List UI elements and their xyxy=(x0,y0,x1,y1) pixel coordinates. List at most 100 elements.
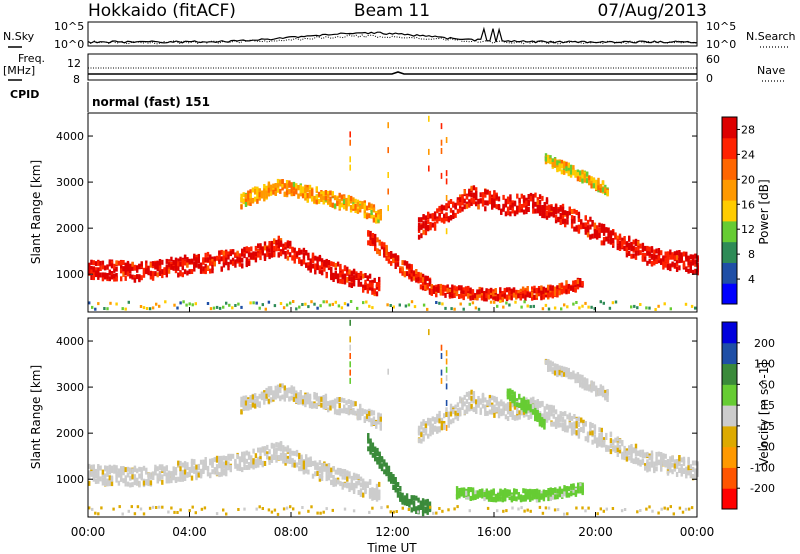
data-cell xyxy=(113,276,116,282)
data-cell xyxy=(459,396,462,402)
data-cell xyxy=(325,476,328,482)
data-cell xyxy=(472,406,476,412)
data-cell xyxy=(515,402,519,408)
data-cell xyxy=(653,260,656,266)
data-cell xyxy=(440,148,443,154)
data-cell xyxy=(633,304,636,308)
data-cell xyxy=(680,457,683,463)
data-cell xyxy=(451,290,454,296)
data-cell xyxy=(372,207,376,213)
data-cell xyxy=(581,281,584,286)
data-cell xyxy=(644,463,647,469)
data-cell xyxy=(133,512,137,516)
data-cell xyxy=(581,482,584,488)
data-cell xyxy=(272,183,275,189)
data-cell xyxy=(600,223,603,229)
data-cell xyxy=(496,509,499,513)
data-cell xyxy=(429,418,432,424)
data-cell xyxy=(560,282,564,288)
data-cell xyxy=(349,399,353,405)
data-cell xyxy=(538,418,542,424)
data-cell xyxy=(179,301,182,305)
data-cell xyxy=(433,419,437,424)
data-cell xyxy=(509,410,512,416)
data-cell xyxy=(655,254,658,260)
data-cell xyxy=(616,238,619,244)
data-cell xyxy=(598,436,601,442)
data-cell xyxy=(516,412,519,418)
data-cell xyxy=(464,291,468,297)
data-cell xyxy=(455,494,459,500)
data-cell xyxy=(440,353,443,359)
data-cell xyxy=(476,289,479,295)
data-cell xyxy=(567,162,570,168)
data-cell xyxy=(511,389,514,395)
data-cell xyxy=(576,172,580,178)
data-cell xyxy=(561,203,565,209)
data-cell xyxy=(646,250,649,256)
data-cell xyxy=(305,458,308,464)
data-cell xyxy=(167,262,171,268)
data-cell xyxy=(538,505,542,509)
data-cell xyxy=(648,246,651,252)
data-cell xyxy=(368,285,372,291)
data-cell xyxy=(513,401,516,407)
data-cell xyxy=(691,257,695,263)
data-cell xyxy=(349,156,351,163)
data-cell xyxy=(138,466,141,472)
data-cell xyxy=(445,204,448,210)
data-cell xyxy=(308,190,312,195)
data-cell xyxy=(648,258,651,264)
data-cell xyxy=(266,444,269,450)
data-cell xyxy=(447,413,450,419)
data-cell xyxy=(242,405,245,411)
data-cell xyxy=(251,187,255,193)
data-cell xyxy=(325,507,328,511)
data-cell xyxy=(288,387,291,393)
data-cell xyxy=(535,293,538,299)
data-cell xyxy=(415,495,418,501)
data-cell xyxy=(517,293,520,299)
data-cell xyxy=(172,466,175,472)
data-cell xyxy=(263,241,267,247)
data-cell xyxy=(295,390,298,396)
time-x-axis: 00:00 04:00 08:00 12:00 16:00 20:00 00:00 xyxy=(71,307,714,539)
data-cell xyxy=(474,293,477,299)
data-cell xyxy=(199,268,203,274)
colorbar-tick-label: -100 xyxy=(750,461,775,474)
data-cell xyxy=(526,492,530,498)
data-cell xyxy=(424,428,428,433)
data-cell xyxy=(696,255,699,261)
data-cell xyxy=(472,193,476,199)
data-cell xyxy=(586,228,590,234)
data-cell xyxy=(313,302,316,306)
data-cell xyxy=(386,505,389,509)
data-cell xyxy=(136,478,139,484)
data-cell xyxy=(206,471,210,477)
data-cell xyxy=(465,391,469,397)
data-cell xyxy=(165,472,168,478)
data-cell xyxy=(632,448,635,454)
data-cell xyxy=(687,470,690,476)
data-cell xyxy=(247,247,251,253)
data-cell xyxy=(470,201,473,206)
data-cell xyxy=(427,224,430,230)
data-cell xyxy=(556,494,559,500)
data-cell xyxy=(390,476,393,482)
data-cell xyxy=(540,290,543,296)
data-cell xyxy=(559,411,562,417)
data-cell xyxy=(673,463,677,469)
data-cell xyxy=(88,264,91,270)
data-cell xyxy=(260,391,264,397)
data-cell xyxy=(497,196,501,202)
data-cell xyxy=(680,469,683,475)
data-cell xyxy=(421,498,425,504)
data-cell xyxy=(468,394,471,400)
data-cell xyxy=(666,252,670,257)
data-cell xyxy=(504,414,508,420)
data-cell xyxy=(177,258,180,264)
data-cell xyxy=(630,457,633,463)
data-cell xyxy=(529,412,533,418)
data-cell xyxy=(666,264,670,269)
data-cell xyxy=(561,422,565,428)
